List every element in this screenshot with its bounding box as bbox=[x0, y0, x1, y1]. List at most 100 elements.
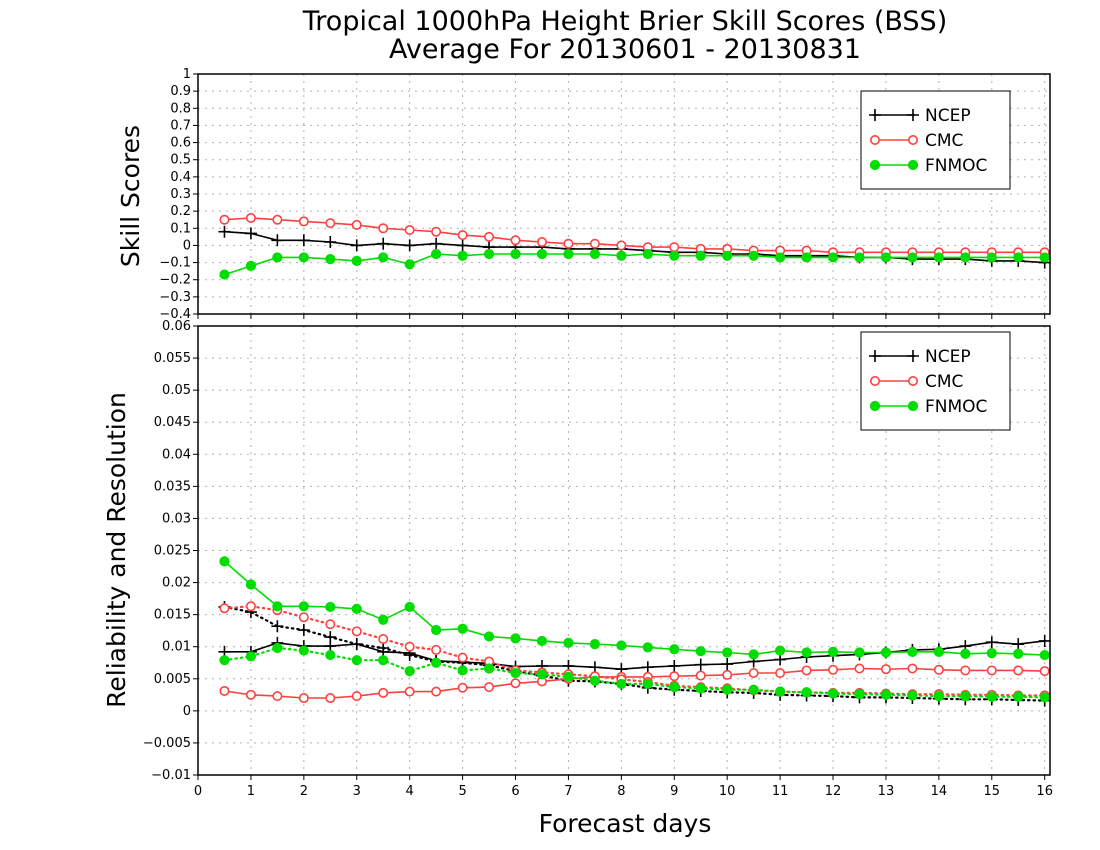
x-tick-label: 10 bbox=[719, 784, 736, 799]
series-line-cmc bbox=[224, 217, 1045, 254]
x-tick-label: 9 bbox=[670, 784, 678, 799]
data-point-fnmoc bbox=[404, 259, 415, 270]
data-point-fnmoc bbox=[827, 646, 839, 657]
data-point-fnmoc bbox=[510, 248, 521, 260]
data-point-fnmoc bbox=[457, 250, 468, 261]
y-tick-label: 0.9 bbox=[170, 84, 191, 99]
data-point-fnmoc-dotted bbox=[801, 687, 812, 698]
data-point-fnmoc-dotted bbox=[986, 691, 997, 702]
data-point-cmc bbox=[669, 242, 680, 253]
data-point-cmc bbox=[298, 693, 309, 704]
data-point-fnmoc bbox=[1039, 252, 1050, 263]
data-point-cmc bbox=[325, 218, 336, 229]
data-point-fnmoc-dotted bbox=[775, 686, 786, 697]
data-point-cmc bbox=[351, 219, 362, 230]
data-point-ncep bbox=[694, 658, 707, 671]
data-point-fnmoc bbox=[1013, 648, 1024, 659]
data-point-fnmoc bbox=[378, 614, 389, 625]
data-point-fnmoc-dotted bbox=[827, 688, 839, 699]
data-point-fnmoc bbox=[404, 601, 415, 613]
data-point-fnmoc-dotted bbox=[960, 691, 971, 702]
data-point-cmc bbox=[245, 689, 256, 700]
data-point-cmc bbox=[933, 664, 944, 675]
data-point-cmc-dotted bbox=[457, 652, 468, 663]
data-point-fnmoc-dotted bbox=[245, 651, 257, 662]
y-tick-label: 0.03 bbox=[162, 511, 191, 526]
data-point-cmc-dotted bbox=[245, 601, 256, 612]
data-point-ncep bbox=[297, 234, 310, 247]
data-point-fnmoc bbox=[907, 252, 918, 263]
data-point-ncep bbox=[1012, 638, 1025, 651]
data-point-fnmoc bbox=[589, 639, 600, 650]
data-point-cmc bbox=[219, 214, 230, 225]
data-point-fnmoc bbox=[325, 254, 336, 265]
x-tick-label: 13 bbox=[878, 784, 895, 799]
y-tick-label: 0.005 bbox=[154, 672, 191, 687]
data-point-ncep bbox=[271, 234, 284, 247]
data-point-fnmoc bbox=[589, 248, 600, 260]
legend-marker bbox=[869, 135, 880, 146]
data-point-fnmoc bbox=[219, 269, 230, 280]
y-tick-label: 0.01 bbox=[162, 640, 191, 655]
data-point-fnmoc bbox=[1039, 649, 1050, 661]
data-point-ncep-dotted bbox=[324, 631, 337, 644]
data-point-ncep bbox=[377, 237, 390, 250]
x-axis-label: Forecast days bbox=[539, 809, 712, 838]
data-point-cmc-dotted bbox=[404, 641, 415, 652]
data-point-fnmoc bbox=[245, 579, 257, 590]
data-point-fnmoc bbox=[457, 623, 468, 634]
data-point-fnmoc-dotted bbox=[907, 690, 918, 701]
y-tick-label: 0.02 bbox=[162, 576, 191, 591]
data-point-fnmoc bbox=[854, 647, 865, 658]
data-point-fnmoc bbox=[722, 250, 733, 261]
data-point-ncep bbox=[721, 658, 734, 671]
data-point-fnmoc bbox=[642, 248, 653, 260]
plot-frame bbox=[197, 73, 1051, 315]
data-point-fnmoc-dotted bbox=[378, 655, 389, 666]
data-point-cmc-dotted bbox=[351, 626, 362, 637]
y-tick-label: −0.2 bbox=[159, 273, 191, 288]
data-point-cmc bbox=[616, 240, 627, 251]
y-tick-label: 0.2 bbox=[170, 204, 191, 219]
data-point-fnmoc bbox=[669, 644, 680, 655]
y-tick-label: −0.4 bbox=[159, 307, 191, 322]
data-point-cmc bbox=[457, 230, 468, 241]
x-tick-label: 2 bbox=[300, 784, 308, 799]
y-tick-label: 0.05 bbox=[162, 383, 191, 398]
data-point-fnmoc bbox=[351, 603, 362, 614]
legend-marker bbox=[907, 350, 919, 362]
x-tick-label: 7 bbox=[564, 784, 572, 799]
data-point-ncep bbox=[1038, 634, 1051, 647]
x-tick-label: 1 bbox=[247, 784, 255, 799]
y-tick-label: 0.045 bbox=[154, 415, 191, 430]
data-point-cmc bbox=[457, 682, 468, 693]
series-line-cmc-dotted bbox=[223, 605, 1046, 697]
y-tick-label: 0.7 bbox=[170, 118, 191, 133]
y-tick-label: 0.015 bbox=[154, 608, 191, 623]
legend-marker bbox=[869, 109, 881, 121]
data-point-fnmoc bbox=[748, 649, 759, 660]
data-point-fnmoc bbox=[1013, 252, 1024, 263]
data-point-fnmoc bbox=[907, 646, 918, 657]
chart-title-line2: Average For 20130601 - 20130831 bbox=[389, 34, 861, 65]
data-point-fnmoc bbox=[431, 248, 442, 260]
data-point-fnmoc-dotted bbox=[219, 655, 230, 666]
y-tick-label: 0.06 bbox=[162, 319, 191, 334]
data-point-cmc bbox=[775, 668, 786, 679]
data-point-ncep bbox=[668, 659, 681, 672]
data-point-ncep bbox=[641, 661, 654, 674]
data-point-cmc bbox=[563, 238, 574, 249]
y-tick-label: 0.4 bbox=[170, 170, 191, 185]
data-point-fnmoc bbox=[483, 248, 495, 260]
data-point-ncep bbox=[244, 227, 257, 240]
data-point-cmc bbox=[722, 669, 733, 680]
data-point-ncep bbox=[218, 225, 231, 238]
data-point-fnmoc bbox=[378, 252, 389, 263]
data-point-ncep bbox=[324, 236, 337, 248]
data-point-fnmoc-dotted bbox=[483, 663, 495, 674]
data-point-cmc bbox=[404, 686, 415, 697]
data-point-cmc bbox=[351, 691, 362, 702]
data-point-fnmoc-dotted bbox=[880, 689, 892, 700]
data-point-cmc bbox=[272, 214, 283, 225]
bottom-panel-reliability-resolution: −0.01 −0.005 0 0.005 0.01 0.015 0.02 0.025 0.03 0… bbox=[143, 319, 1053, 799]
